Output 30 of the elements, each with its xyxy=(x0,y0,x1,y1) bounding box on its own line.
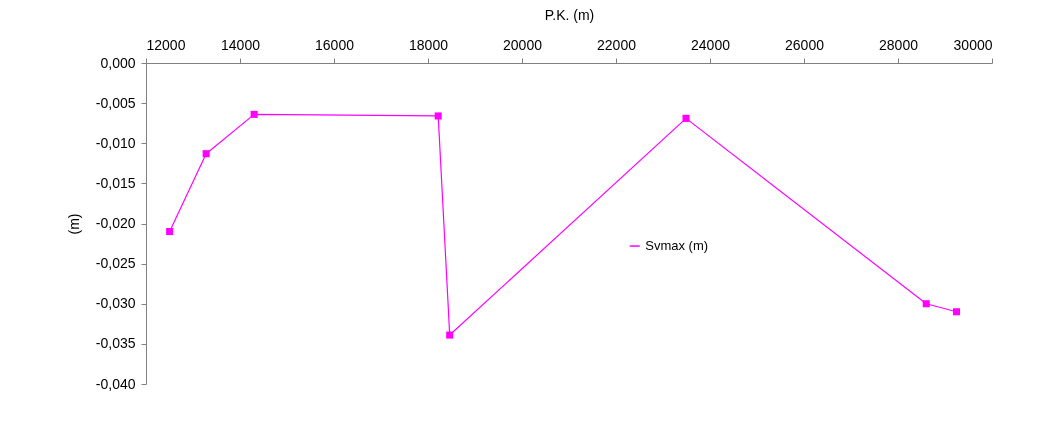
y-tick-label: -0,035 xyxy=(95,335,136,352)
x-tick-label: 22000 xyxy=(597,36,637,53)
x-tick-label: 20000 xyxy=(503,36,543,53)
point xyxy=(922,300,930,308)
x-axis-title: P.K. (m) xyxy=(544,6,595,23)
y-tick-label: -0,015 xyxy=(95,174,136,191)
y-tick-label: -0,020 xyxy=(95,215,136,231)
y-tick-label: -0,040 xyxy=(95,375,136,392)
y-tick-label: -0,030 xyxy=(95,295,136,312)
x-tick-label: 28000 xyxy=(879,36,919,53)
point xyxy=(166,227,174,236)
y-tick-label: -0,005 xyxy=(95,94,136,111)
point xyxy=(446,331,454,339)
point xyxy=(682,114,690,122)
x-tick-label: 14000 xyxy=(221,36,261,53)
point xyxy=(202,150,210,158)
x-tick-label: 12000 xyxy=(146,36,186,53)
legend-label: Svmax (m) xyxy=(645,238,709,254)
y-tick-label: -0,025 xyxy=(95,255,136,272)
x-tick-label: 16000 xyxy=(315,36,355,53)
point xyxy=(250,110,258,118)
x-tick-label: 24000 xyxy=(691,36,731,53)
point xyxy=(434,112,442,120)
y-tick-label: 0,000 xyxy=(100,54,136,71)
x-tick-label: 30000 xyxy=(953,36,993,53)
point xyxy=(952,308,961,316)
x-tick-label: 26000 xyxy=(785,36,825,53)
x-tick-label: 18000 xyxy=(409,36,449,53)
y-tick-label: -0,010 xyxy=(95,134,136,151)
y-axis-title: (m) xyxy=(65,213,82,235)
